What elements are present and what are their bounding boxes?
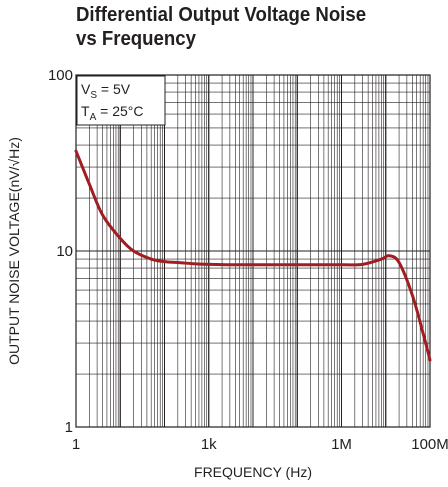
- x-axis-label: FREQUENCY (Hz): [194, 464, 312, 480]
- legend-entry: VS = 5V: [81, 81, 131, 101]
- legend-entry: TA = 25°C: [81, 103, 143, 123]
- grid: [75, 74, 431, 428]
- chart-title-line-1: Differential Output Voltage Noise: [76, 4, 367, 26]
- legend-box: [76, 75, 166, 126]
- y-axis-label: OUTPUT NOISE VOLTAGE(nV/√Hz): [6, 137, 22, 365]
- y-tick-labels: 1 10 100: [48, 67, 73, 436]
- plot-frame: [75, 74, 431, 428]
- chart-title: Differential Output Voltage Noise vs Fre…: [76, 3, 422, 51]
- x-tick-label: 1k: [201, 436, 217, 453]
- noise-curve: [74, 149, 432, 362]
- x-tick-label: 1: [72, 436, 80, 453]
- y-tick-label: 10: [56, 243, 73, 260]
- x-tick-labels: 1 1k 1M 100M: [72, 436, 448, 453]
- x-tick-label: 1M: [331, 436, 352, 453]
- x-tick-label: 100M: [411, 436, 448, 453]
- y-tick-label: 100: [48, 67, 73, 84]
- y-tick-label: 1: [65, 419, 73, 436]
- chart-title-line-2: vs Frequency: [76, 28, 196, 50]
